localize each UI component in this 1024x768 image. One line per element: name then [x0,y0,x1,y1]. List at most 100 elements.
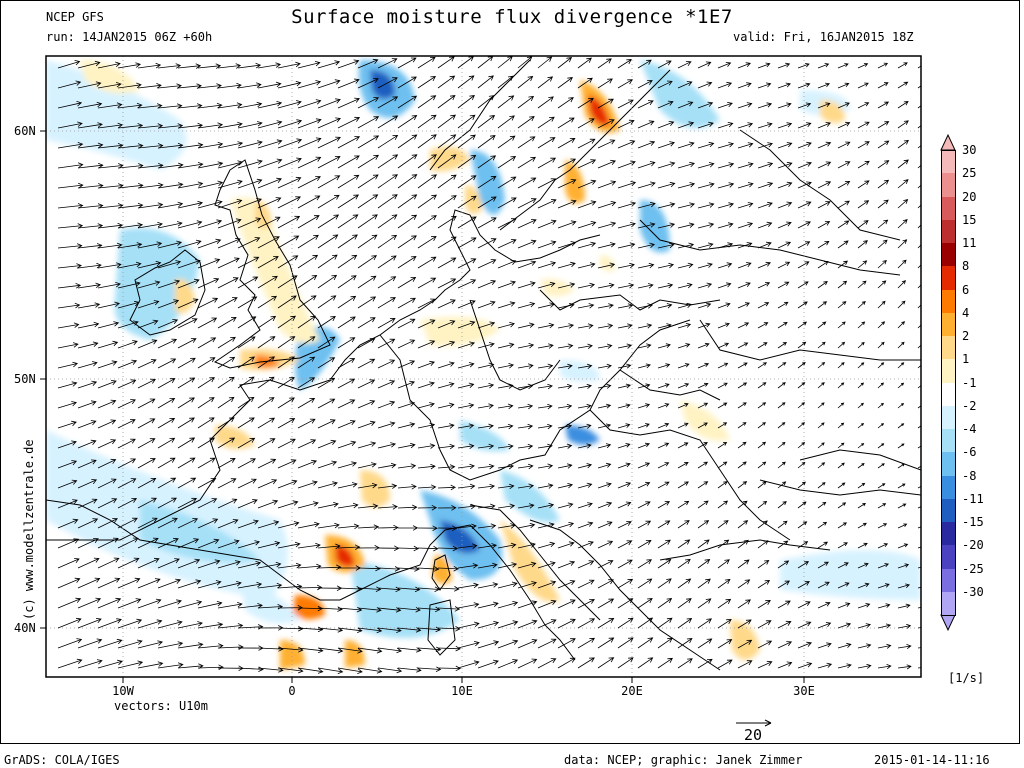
wind-vector [297,418,316,429]
wind-vector [637,637,654,649]
wind-vector [197,478,217,489]
wind-vector [437,545,459,552]
wind-vector [417,154,437,169]
wind-vector [917,324,921,329]
wind-vector [57,142,84,149]
wind-vector [257,646,284,652]
wind-vector [837,442,845,449]
wind-vector [697,101,714,109]
wind-vector [737,481,748,489]
wind-vector [517,600,538,609]
wind-vector [677,422,689,429]
wind-vector [197,559,221,569]
wind-vector [917,284,921,289]
wind-vector [717,639,733,649]
wind-vector [777,161,793,169]
wind-vector [577,383,593,389]
wind-vector [657,141,675,149]
wind-vector [677,101,694,109]
wind-vector [117,419,136,429]
wind-vector [897,259,907,269]
wind-vector [897,159,909,169]
wind-vector [737,262,752,269]
wind-vector [457,563,479,569]
wind-vector [717,302,731,309]
wind-vector [457,95,475,109]
wind-vector [297,356,316,369]
wind-vector [497,423,514,430]
wind-vector [57,577,81,589]
wind-vector [577,637,596,649]
wind-vector [217,560,241,569]
colorbar-level-label: 8 [962,259,970,274]
wind-vector [457,279,477,289]
wind-vector [797,201,812,209]
wind-vector [157,558,180,569]
wind-vector [317,460,338,469]
wind-vector [557,117,575,129]
wind-vector [157,240,183,249]
wind-vector [917,144,921,149]
wind-vector [197,200,223,209]
wind-vector [597,343,613,349]
wind-vector [537,541,556,549]
wind-vector [837,362,845,369]
wind-vector [357,154,380,169]
wind-vector [657,617,673,629]
wind-vector [177,437,196,449]
wind-vector [897,300,906,309]
wind-vector [677,539,691,549]
wind-vector [537,56,553,69]
wind-vector [817,482,826,489]
wind-vector [377,524,399,531]
wind-vector [437,423,455,429]
wind-vector-field [57,56,921,674]
wind-vector [717,402,728,409]
wind-vector [777,661,793,669]
wind-vector [237,316,257,329]
wind-vector [557,522,575,529]
wind-vector [477,362,495,369]
wind-vector [337,275,357,289]
wind-vector [737,82,752,89]
wind-vector [797,422,806,429]
wind-vector [157,437,176,449]
wind-vector [617,343,633,349]
wind-vector [157,378,176,389]
wind-vector [737,402,747,409]
wind-vector [97,638,123,649]
wind-vector [597,159,616,169]
wind-vector [257,81,282,89]
wind-vector [857,603,871,609]
wind-vector [457,154,477,169]
wind-vector [497,542,517,549]
wind-vector [557,483,574,489]
wind-vector [257,275,278,289]
wind-vector [717,162,735,169]
wind-vector [557,137,576,149]
wind-vector [437,299,456,309]
wind-vector [417,56,436,69]
wind-vector [437,75,456,89]
colorbar-swatch [941,568,956,593]
colorbar-units: [1/s] [948,671,985,685]
wind-vector [797,221,811,229]
wind-vector [757,441,767,449]
wind-vector [797,261,810,269]
wind-vector [117,222,144,229]
wind-vector [857,482,866,489]
wind-vector [377,276,397,289]
wind-vector [457,641,480,649]
wind-vector [757,362,768,369]
wind-vector [377,462,397,469]
wind-vector [657,262,675,269]
wind-vector [677,323,692,329]
wind-vector [337,667,363,674]
wind-vector [737,579,751,589]
wind-vector [397,545,420,552]
wind-vector [797,561,810,569]
wind-vector [797,181,812,189]
wind-vector [597,501,613,509]
wind-vector [437,645,461,652]
wind-vector [857,102,870,109]
